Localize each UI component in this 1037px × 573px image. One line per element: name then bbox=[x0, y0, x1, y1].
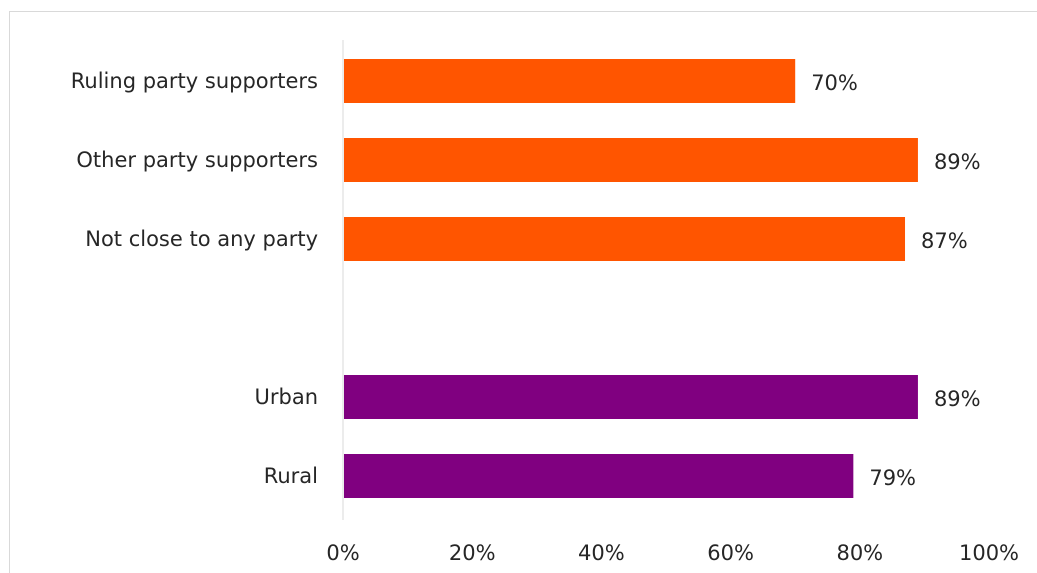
value-label-ruling-party-supporters: 70% bbox=[811, 71, 858, 95]
chart-frame bbox=[9, 11, 1037, 573]
x-tick-label: 0% bbox=[326, 541, 359, 565]
x-tick-label: 60% bbox=[707, 541, 754, 565]
bar-rural bbox=[344, 454, 854, 498]
category-label-rural: Rural bbox=[264, 464, 318, 488]
value-label-urban: 89% bbox=[934, 387, 981, 411]
x-tick-label: 100% bbox=[959, 541, 1019, 565]
x-tick-label: 20% bbox=[449, 541, 496, 565]
bar-urban bbox=[344, 375, 918, 419]
x-tick-labels: 0% 20% 40% 60% 80% 100% bbox=[326, 541, 1019, 565]
value-label-other-party-supporters: 89% bbox=[934, 150, 981, 174]
category-label-not-close-to-any-party: Not close to any party bbox=[85, 227, 318, 251]
bars-group bbox=[344, 59, 918, 498]
bar-other-party-supporters bbox=[344, 138, 918, 182]
x-tick-label: 40% bbox=[578, 541, 625, 565]
bar-ruling-party-supporters bbox=[344, 59, 796, 103]
bar-not-close-to-any-party bbox=[344, 217, 906, 261]
category-label-urban: Urban bbox=[254, 385, 318, 409]
x-tick-label: 80% bbox=[836, 541, 883, 565]
category-label-other-party-supporters: Other party supporters bbox=[76, 148, 318, 172]
value-label-not-close-to-any-party: 87% bbox=[921, 229, 968, 253]
value-label-rural: 79% bbox=[869, 466, 916, 490]
category-labels: Ruling party supporters Other party suppo… bbox=[71, 69, 318, 488]
category-label-ruling-party-supporters: Ruling party supporters bbox=[71, 69, 318, 93]
value-labels: 70% 89% 87% 89% 79% bbox=[811, 71, 980, 490]
